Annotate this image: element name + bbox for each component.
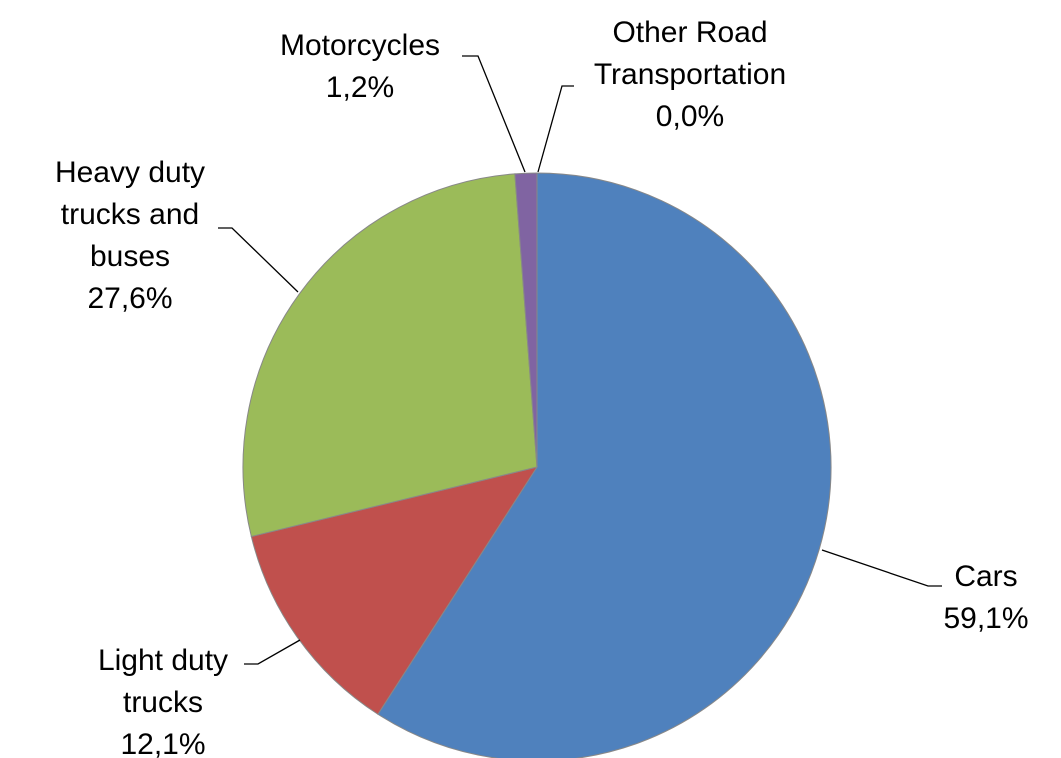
pie-slice	[242, 173, 538, 538]
category-label: Cars	[954, 560, 1018, 593]
leader-line	[821, 549, 942, 587]
slice-label: Motorcycles 1,2%	[260, 25, 460, 109]
slice-label: Cars 59,1%	[926, 556, 1046, 640]
pie-slice	[514, 172, 538, 468]
pie-slice	[250, 466, 539, 715]
category-label: Light duty trucks	[97, 644, 229, 719]
value-label: 0,0%	[655, 100, 725, 133]
category-label: Motorcycles	[279, 29, 441, 62]
category-label: Heavy duty trucks and buses	[54, 156, 206, 273]
slice-label: Light duty trucks 12,1%	[73, 640, 253, 758]
leader-line	[218, 227, 299, 293]
leader-line	[244, 639, 301, 665]
value-label: 27,6%	[87, 282, 173, 315]
leader-line	[462, 55, 526, 173]
slice-label: Heavy duty trucks and buses 27,6%	[30, 152, 230, 320]
category-label: Other Road Transportation	[593, 16, 787, 91]
value-label: 59,1%	[943, 602, 1029, 635]
value-label: 12,1%	[120, 728, 206, 758]
slice-label: Other Road Transportation 0,0%	[560, 12, 820, 138]
pie-slice	[377, 172, 832, 758]
leader-line	[537, 85, 574, 173]
value-label: 1,2%	[325, 71, 395, 104]
